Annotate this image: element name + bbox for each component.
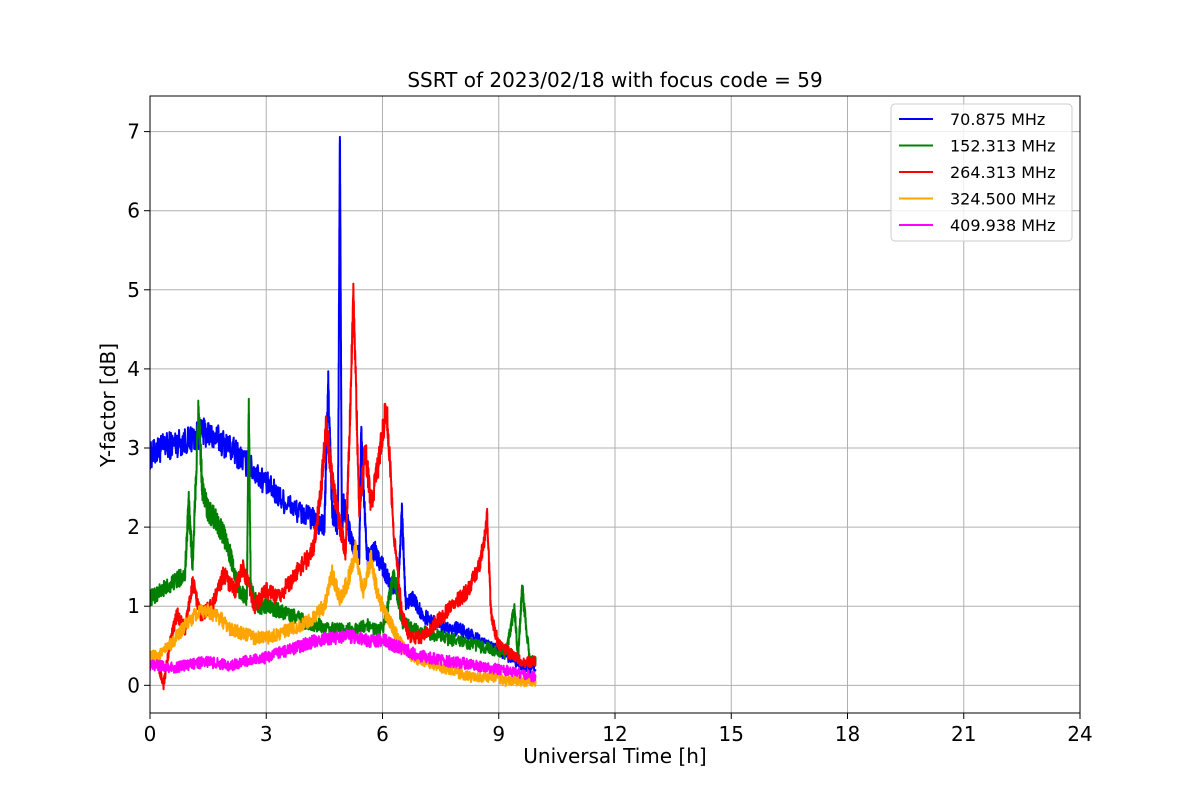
- y-tick-label: 6: [127, 199, 140, 223]
- x-tick-label: 18: [835, 722, 860, 746]
- x-axis: 0 3 6 9 12 15 18 21 24: [144, 713, 1093, 746]
- series-lines: [150, 135, 537, 691]
- legend-label: 324.500 MHz: [950, 190, 1055, 209]
- x-tick-label: 24: [1067, 722, 1092, 746]
- x-tick-label: 9: [492, 722, 505, 746]
- chart-title: SSRT of 2023/02/18 with focus code = 59: [407, 68, 822, 92]
- x-tick-label: 6: [376, 722, 389, 746]
- series-line-4: [150, 540, 537, 688]
- legend-box: [890, 103, 1073, 242]
- y-tick-label: 4: [127, 357, 140, 381]
- legend-label: 409.938 MHz: [950, 216, 1055, 235]
- y-axis: 0 1 2 3 4 5 6 7: [127, 120, 150, 697]
- legend-label: 152.313 MHz: [950, 137, 1055, 156]
- y-tick-label: 7: [127, 120, 140, 144]
- x-tick-label: 21: [951, 722, 976, 746]
- x-tick-label: 15: [719, 722, 744, 746]
- x-tick-label: 0: [144, 722, 157, 746]
- series-line-3: [150, 282, 537, 691]
- y-axis-label: Y-factor [dB]: [96, 343, 120, 468]
- series-line-2: [150, 397, 537, 669]
- legend-label: 70.875 MHz: [950, 110, 1045, 129]
- x-axis-label: Universal Time [h]: [523, 744, 706, 768]
- y-tick-label: 0: [127, 673, 140, 697]
- legend-label: 264.313 MHz: [950, 163, 1055, 182]
- y-tick-label: 3: [127, 436, 140, 460]
- x-tick-label: 12: [602, 722, 627, 746]
- y-tick-label: 2: [127, 515, 140, 539]
- series-line-5: [150, 629, 537, 683]
- y-tick-label: 1: [127, 594, 140, 618]
- x-tick-label: 3: [260, 722, 273, 746]
- y-tick-label: 5: [127, 278, 140, 302]
- legend: 70.875 MHz 152.313 MHz 264.313 MHz 324.500 …: [890, 103, 1073, 242]
